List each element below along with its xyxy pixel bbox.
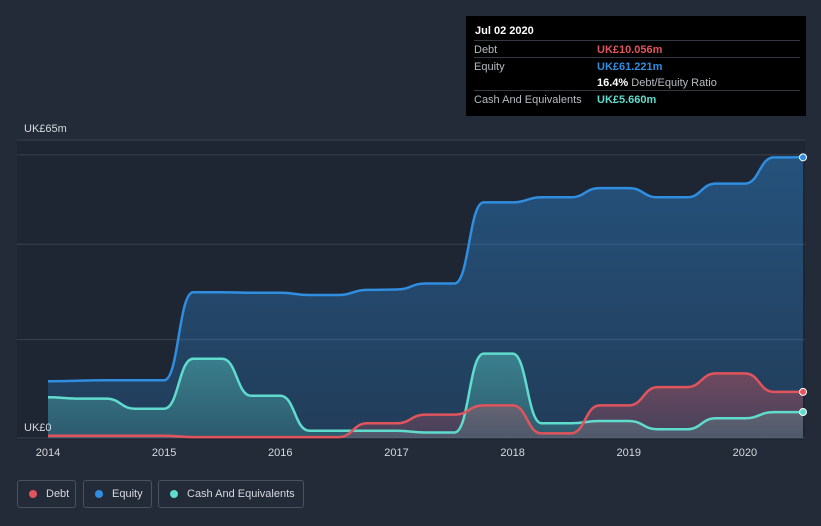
tooltip-value: UK£5.660m — [597, 94, 657, 106]
cash-and-equivalents-end-point — [799, 408, 807, 417]
equity-area — [48, 157, 803, 439]
tooltip-row-debt: Debt UK£10.056m — [474, 40, 800, 57]
x-tick-label: 2019 — [616, 447, 642, 459]
tooltip-value: UK£10.056m — [597, 44, 663, 56]
x-tick-label: 2018 — [500, 447, 525, 459]
equity-end-point — [799, 153, 807, 162]
tooltip-value: UK£61.221m — [597, 61, 663, 73]
legend-item-cash[interactable]: Cash And Equivalents — [158, 480, 304, 508]
legend-label: Debt — [46, 488, 70, 500]
tooltip-row-cash: Cash And Equivalents UK£5.660m — [474, 90, 800, 107]
cash-and-equivalents-area — [48, 353, 803, 438]
cash-legend-dot-icon — [170, 490, 178, 498]
tooltip-label: Debt — [474, 44, 498, 56]
y-axis-max-label: UK£65m — [24, 123, 67, 135]
end-markers — [799, 153, 807, 417]
x-tick-label: 2020 — [732, 447, 758, 459]
tooltip-ratio: 16.4% Debt/Equity Ratio — [597, 77, 717, 89]
data-tooltip: Jul 02 2020 Debt UK£10.056m Equity UK£61… — [466, 16, 806, 116]
tooltip-ratio-label: Debt/Equity Ratio — [631, 77, 717, 89]
cash-and-equivalents-line — [47, 352, 803, 434]
tooltip-label: Equity — [474, 61, 505, 73]
legend-item-debt[interactable]: Debt — [17, 480, 76, 508]
series-lines — [47, 156, 804, 439]
tooltip-row-equity: Equity UK£61.221m — [474, 57, 800, 74]
legend-label: Equity — [112, 488, 143, 500]
y-axis-min-label: UK£0 — [24, 422, 52, 434]
x-tick-label: 2014 — [35, 447, 61, 459]
equity-line — [47, 156, 804, 383]
x-tick-label: 2016 — [268, 447, 293, 459]
x-tick-label: 2015 — [151, 447, 177, 459]
legend-item-equity[interactable]: Equity — [83, 480, 152, 508]
debt-legend-dot-icon — [29, 490, 37, 498]
tooltip-label: Cash And Equivalents — [474, 94, 582, 106]
tooltip-ratio-value: 16.4% — [597, 77, 629, 89]
x-tick-label: 2017 — [384, 447, 409, 459]
equity-legend-dot-icon — [95, 490, 103, 498]
tooltip-row-ratio: 16.4% Debt/Equity Ratio — [474, 74, 800, 90]
debt-end-point — [799, 387, 807, 396]
debt-line — [47, 372, 803, 439]
tooltip-date: Jul 02 2020 — [475, 25, 534, 37]
legend-label: Cash And Equivalents — [187, 488, 295, 500]
